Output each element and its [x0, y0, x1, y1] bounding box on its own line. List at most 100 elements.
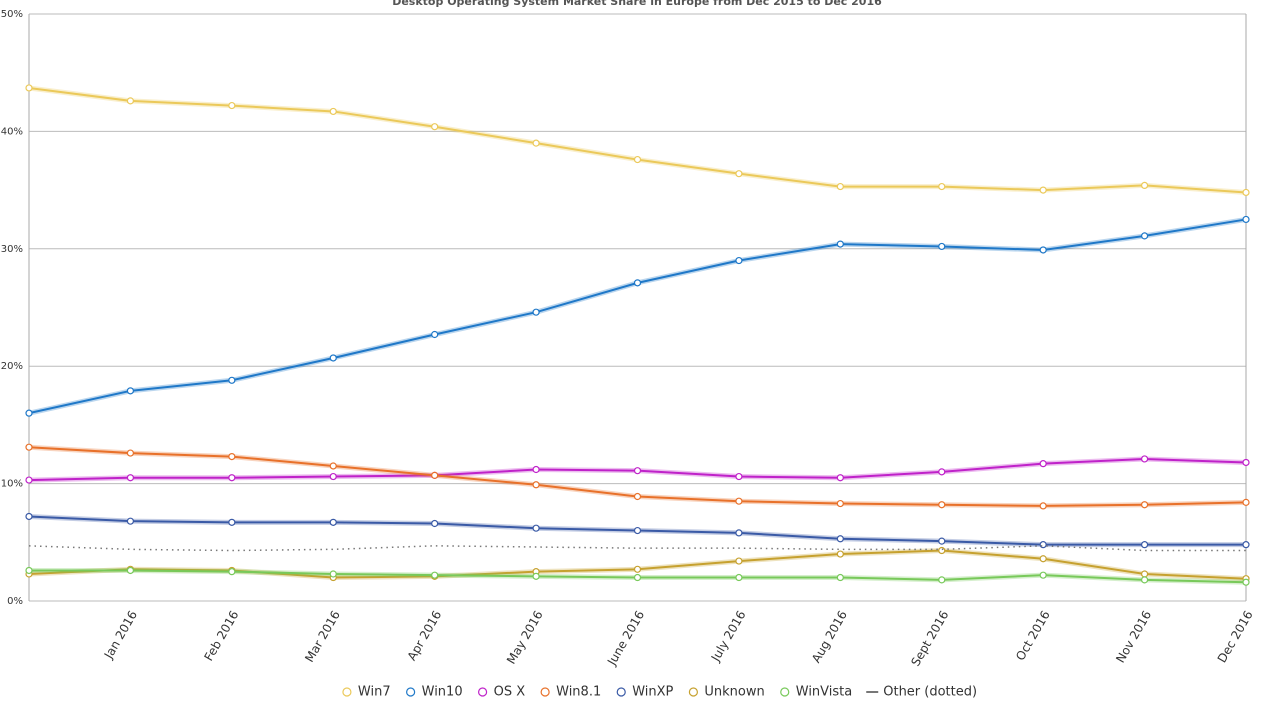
legend-label: Win8.1	[556, 685, 601, 700]
data-point	[329, 354, 337, 362]
data-point	[1039, 541, 1047, 549]
data-point	[836, 550, 844, 558]
legend-symbol	[688, 687, 698, 697]
x-tick-label: Nov 2016	[1113, 608, 1154, 665]
data-point	[1242, 215, 1250, 224]
x-tick-label: July 2016	[708, 608, 749, 664]
data-point	[735, 573, 743, 582]
data-point	[431, 519, 439, 528]
data-point	[1140, 576, 1149, 584]
data-point	[735, 170, 743, 178]
data-point	[1039, 246, 1047, 254]
data-point	[532, 465, 540, 474]
x-tick-label: Oct 2016	[1013, 608, 1053, 663]
legend-symbol	[780, 687, 790, 697]
series-line	[28, 545, 1246, 552]
x-tick-label: Mar 2016	[302, 608, 343, 664]
data-point	[633, 573, 642, 582]
legend-symbol	[616, 687, 626, 697]
data-point	[938, 546, 946, 555]
data-point	[836, 535, 844, 543]
data-point	[126, 566, 135, 575]
data-point	[228, 376, 236, 384]
series-line	[28, 86, 1247, 194]
x-tick-label: Jan 2016	[101, 608, 140, 662]
x-tick-label: Feb 2016	[202, 608, 242, 663]
data-point	[126, 97, 135, 105]
data-point	[1242, 498, 1250, 506]
data-point	[938, 537, 946, 545]
data-point	[431, 123, 439, 131]
y-tick-label: 30%	[1, 244, 23, 255]
data-point	[836, 240, 844, 248]
legend: Win7 Win10 OS X Win8.1 WinXP Unknown WinVista O…	[342, 685, 977, 700]
data-point	[329, 570, 337, 578]
data-point	[1140, 455, 1149, 463]
data-point	[1242, 188, 1250, 197]
data-point	[1039, 555, 1047, 563]
data-point	[532, 524, 540, 532]
data-point	[836, 499, 844, 508]
data-point	[836, 182, 844, 191]
data-point	[633, 467, 642, 475]
data-point	[633, 565, 642, 573]
legend-label: Unknown	[704, 685, 764, 700]
data-point	[938, 242, 946, 251]
data-point	[431, 571, 439, 579]
data-point	[1242, 541, 1250, 549]
legend-symbol	[540, 687, 550, 697]
data-point	[1140, 181, 1149, 190]
data-point	[25, 443, 33, 451]
data-point	[735, 472, 743, 481]
data-point	[126, 387, 135, 395]
y-tick-label: 40%	[1, 126, 23, 137]
data-point	[25, 476, 33, 484]
data-point	[938, 501, 946, 509]
legend-label: Win10	[422, 685, 463, 700]
data-point	[228, 518, 236, 526]
data-point	[25, 566, 33, 575]
data-point	[1039, 460, 1047, 468]
data-point	[1039, 186, 1047, 194]
data-point	[329, 107, 337, 116]
data-point	[836, 573, 844, 582]
y-tick-label: 50%	[1, 9, 23, 20]
legend-label: Win7	[358, 685, 391, 700]
legend-symbol	[477, 687, 488, 697]
data-point	[228, 452, 236, 461]
y-tick-label: 10%	[1, 479, 23, 490]
data-point	[735, 529, 743, 537]
data-point	[735, 557, 743, 565]
data-point	[329, 472, 337, 481]
data-point	[126, 517, 135, 525]
legend-symbol	[406, 687, 416, 697]
legend-symbol	[342, 687, 352, 697]
x-tick-label: Sept 2016	[908, 608, 951, 668]
data-point	[532, 308, 540, 316]
data-point	[633, 526, 642, 535]
x-tick-label: Dec 2016	[1215, 608, 1256, 665]
data-point	[329, 462, 337, 470]
data-point	[329, 518, 337, 526]
data-point	[938, 182, 946, 191]
data-point	[633, 492, 642, 501]
data-point	[228, 568, 236, 576]
data-point	[735, 256, 743, 265]
legend-label: OS X	[494, 685, 526, 700]
legend-label: WinXP	[632, 685, 673, 700]
chart-title: Desktop Operating System Market Share in…	[392, 0, 882, 8]
x-tick-label: June 2016	[604, 608, 647, 668]
data-point	[532, 139, 540, 147]
y-tick-label: 0%	[7, 596, 23, 607]
data-point	[126, 474, 135, 482]
data-point	[25, 84, 33, 92]
legend-label: WinVista	[796, 685, 852, 700]
x-tick-label: May 2016	[504, 608, 546, 666]
data-point	[126, 449, 135, 457]
data-point	[1242, 458, 1250, 467]
data-point	[1140, 501, 1149, 509]
data-point	[1140, 570, 1149, 578]
data-point	[633, 279, 642, 287]
data-point	[25, 512, 33, 521]
